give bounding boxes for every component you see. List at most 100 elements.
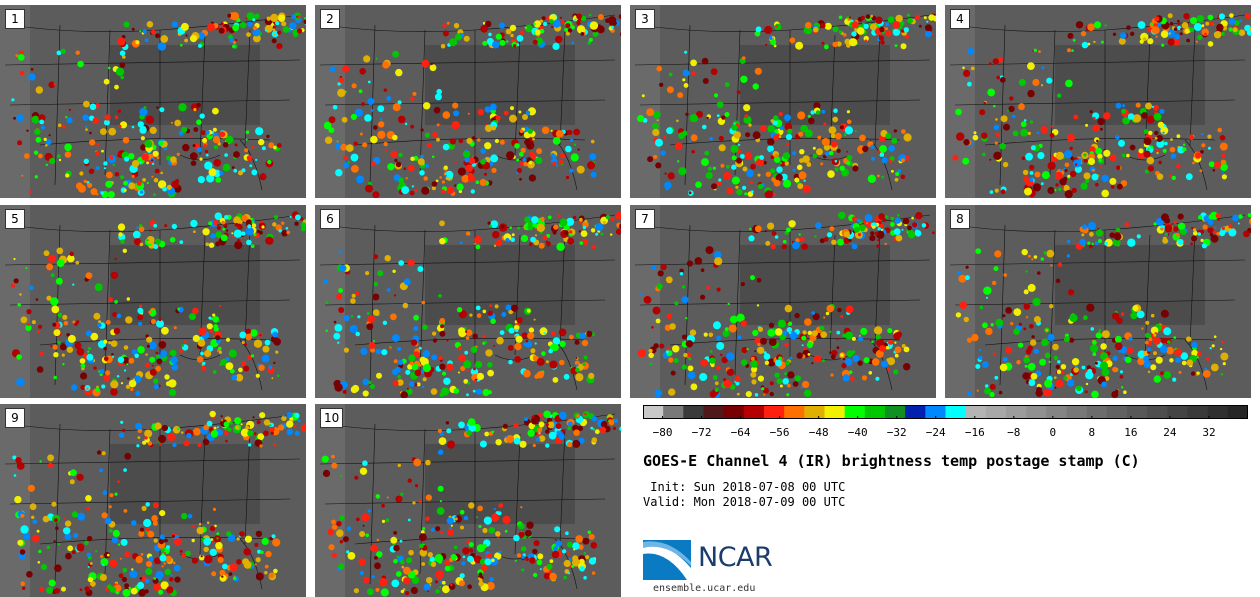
- colorbar-segment: [1187, 405, 1209, 419]
- land-shade: [425, 444, 575, 524]
- member-panel: 7: [630, 205, 936, 398]
- land-shade: [425, 245, 575, 325]
- convective-clouds: [323, 212, 621, 398]
- member-number: 3: [635, 9, 655, 29]
- member-number: 4: [950, 9, 970, 29]
- colorbar-segment: [885, 405, 906, 419]
- convective-clouds: [323, 13, 621, 198]
- convective-clouds: [955, 211, 1251, 398]
- colorbar-segment: [1127, 405, 1148, 419]
- colorbar-tick-label: −48: [808, 426, 829, 439]
- state-borders: [4, 413, 301, 590]
- colorbar-segment: [784, 405, 805, 419]
- state-borders: [4, 14, 301, 191]
- pacific-ocean: [0, 5, 30, 198]
- colorbar-segment: [643, 405, 664, 419]
- colorbar-segment: [1046, 405, 1067, 419]
- colorbar-tick-label: −64: [730, 426, 751, 439]
- member-number: 2: [320, 9, 340, 29]
- convective-clouds: [12, 410, 306, 597]
- colorbar-tick-label: −80: [652, 426, 673, 439]
- convective-clouds: [952, 13, 1251, 198]
- colorbar-tick-label: −16: [964, 426, 985, 439]
- ir-map: [945, 5, 1251, 198]
- valid-time: Valid: Mon 2018-07-09 00 UTC: [643, 495, 846, 509]
- colorbar-segment: [1066, 405, 1088, 419]
- convective-clouds: [321, 410, 621, 597]
- ir-map: [630, 205, 936, 398]
- colorbar-segment: [945, 405, 967, 419]
- colorbar-segment: [764, 405, 785, 419]
- colorbar-segment: [1026, 405, 1047, 419]
- ncar-logo-icon: [643, 540, 691, 580]
- member-number: 9: [5, 408, 25, 428]
- colorbar-segment: [743, 405, 765, 419]
- colorbar-tick-label: 8: [1088, 426, 1096, 439]
- colorbar-segment: [1227, 405, 1248, 419]
- ncar-logo: NCAR: [643, 540, 803, 584]
- ncar-logo-text: NCAR: [698, 542, 773, 573]
- pacific-ocean: [630, 5, 660, 198]
- ir-map: [945, 205, 1251, 398]
- convective-clouds: [10, 211, 306, 397]
- colorbar-ticks: −80 −72 −64 −56 −48 −40 −32 −24 −16 −8 0 8 16 24 32: [643, 426, 1253, 442]
- colorbar-border: [643, 405, 1248, 419]
- member-panel: 6: [315, 205, 621, 398]
- member-panel: 5: [0, 205, 306, 398]
- colorbar-tick-label: −72: [691, 426, 712, 439]
- ir-map: [0, 404, 306, 597]
- pacific-ocean: [945, 205, 975, 398]
- colorbar-tick-label: 32: [1202, 426, 1216, 439]
- member-number: 5: [5, 209, 25, 229]
- colorbar-tick-label: 0: [1049, 426, 1057, 439]
- colorbar-segment: [824, 405, 846, 419]
- convective-clouds: [637, 211, 935, 398]
- colorbar-segment: [985, 405, 1007, 419]
- colorbar-tick-label: −8: [1007, 426, 1021, 439]
- colorbar-tick-label: −32: [886, 426, 907, 439]
- member-panel: 9: [0, 404, 306, 597]
- member-number: 6: [320, 209, 340, 229]
- land-shade: [740, 245, 890, 325]
- colorbar-tick-label: 16: [1124, 426, 1138, 439]
- member-panel: 3: [630, 5, 936, 198]
- member-number: 1: [5, 9, 25, 29]
- colorbar-tick-label: −24: [925, 426, 946, 439]
- colorbar-segment: [905, 405, 926, 419]
- member-panel: 8: [945, 205, 1251, 398]
- colorbar-segment: [965, 405, 987, 419]
- chart-title: GOES-E Channel 4 (IR) brightness temp po…: [643, 452, 1140, 470]
- colorbar-segment: [925, 405, 946, 419]
- colorbar-segment: [864, 405, 886, 419]
- colorbar-segment: [844, 405, 866, 419]
- ir-map: [315, 5, 621, 198]
- member-panel: 2: [315, 5, 621, 198]
- ir-map: [315, 205, 621, 398]
- colorbar-segment: [1006, 405, 1027, 419]
- land-shade: [1055, 45, 1205, 125]
- land-shade: [1055, 245, 1205, 325]
- colorbar-segment: [1147, 405, 1168, 419]
- colorbar: [643, 405, 1248, 419]
- member-number: 7: [635, 209, 655, 229]
- land-shade: [110, 444, 260, 524]
- member-panel: 4: [945, 5, 1251, 198]
- colorbar-segment: [1086, 405, 1108, 419]
- convective-clouds: [637, 13, 936, 198]
- colorbar-tick-label: 24: [1163, 426, 1177, 439]
- ir-map: [0, 5, 306, 198]
- colorbar-segment: [663, 405, 684, 419]
- pacific-ocean: [315, 5, 345, 198]
- member-number: 8: [950, 209, 970, 229]
- ir-map: [630, 5, 936, 198]
- member-number: 10: [320, 408, 344, 428]
- land-shade: [425, 45, 575, 125]
- pacific-ocean: [0, 205, 30, 398]
- colorbar-segment: [804, 405, 825, 419]
- colorbar-segment: [1167, 405, 1188, 419]
- pacific-ocean: [945, 5, 975, 198]
- state-borders: [949, 14, 1246, 191]
- pacific-ocean: [315, 205, 345, 398]
- land-shade: [110, 245, 260, 325]
- land-shade: [110, 45, 260, 125]
